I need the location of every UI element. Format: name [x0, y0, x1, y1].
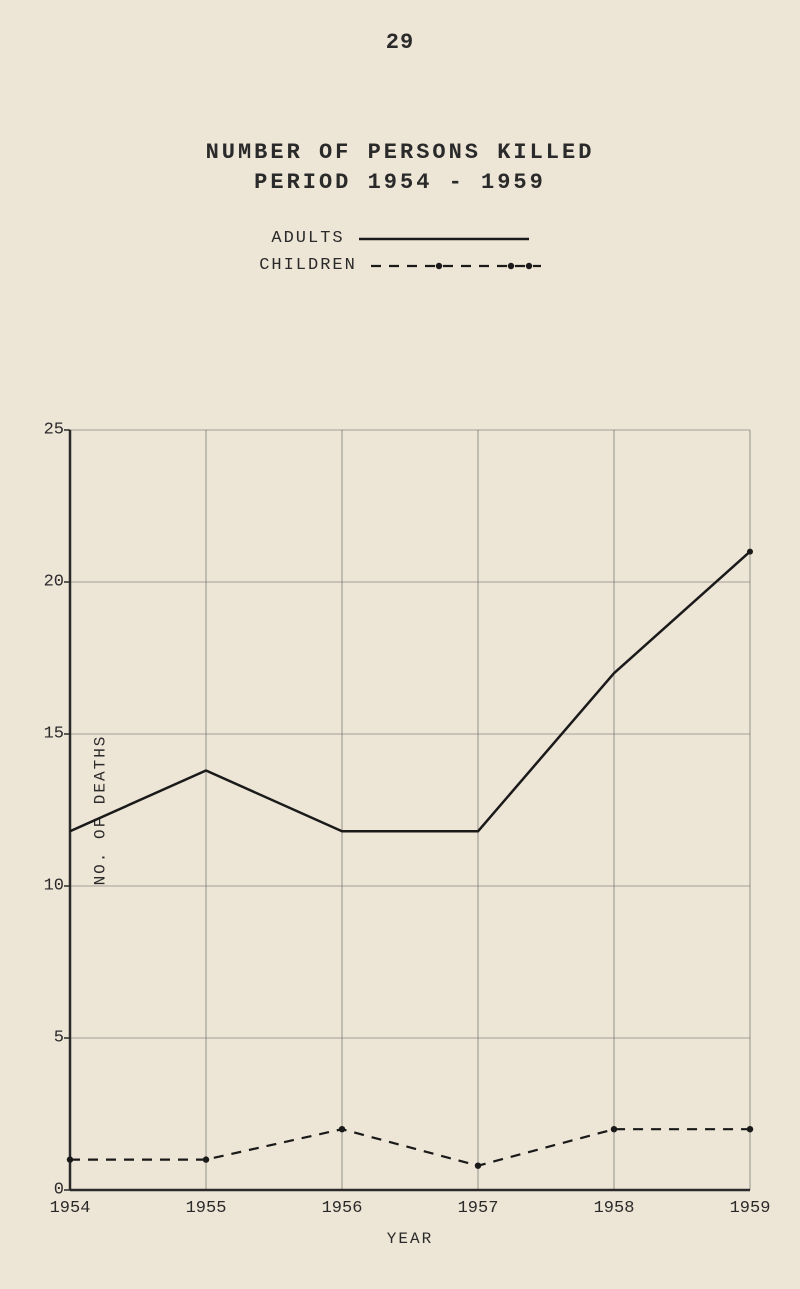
legend-adults-label: ADULTS [271, 229, 344, 248]
chart: NO. OF DEATHS YEAR 051015202519541955195… [70, 430, 750, 1190]
y-tick-label: 25 [36, 421, 64, 440]
y-tick-label: 10 [36, 877, 64, 896]
x-axis-label: YEAR [70, 1230, 750, 1248]
x-tick-label: 1958 [594, 1199, 635, 1218]
chart-title-line2: PERIOD 1954 - 1959 [0, 170, 800, 195]
x-tick-label: 1957 [458, 1199, 499, 1218]
legend-children-line-icon [371, 261, 541, 271]
x-tick-label: 1956 [322, 1199, 363, 1218]
y-tick-label: 5 [36, 1029, 64, 1048]
legend-children-label: CHILDREN [259, 256, 357, 275]
chart-title-line1: NUMBER OF PERSONS KILLED [0, 140, 800, 165]
legend-adults-line-icon [359, 234, 529, 244]
legend-adults: ADULTS [271, 229, 528, 248]
y-tick-label: 0 [36, 1181, 64, 1200]
page-number: 29 [0, 30, 800, 55]
y-tick-label: 15 [36, 725, 64, 744]
legend-children: CHILDREN [259, 256, 541, 275]
x-tick-label: 1955 [186, 1199, 227, 1218]
y-tick-label: 20 [36, 573, 64, 592]
chart-svg [70, 430, 750, 1190]
legend: ADULTS CHILDREN [0, 225, 800, 279]
page-root: 29 NUMBER OF PERSONS KILLED PERIOD 1954 … [0, 0, 800, 1289]
x-tick-label: 1959 [730, 1199, 771, 1218]
x-tick-label: 1954 [50, 1199, 91, 1218]
